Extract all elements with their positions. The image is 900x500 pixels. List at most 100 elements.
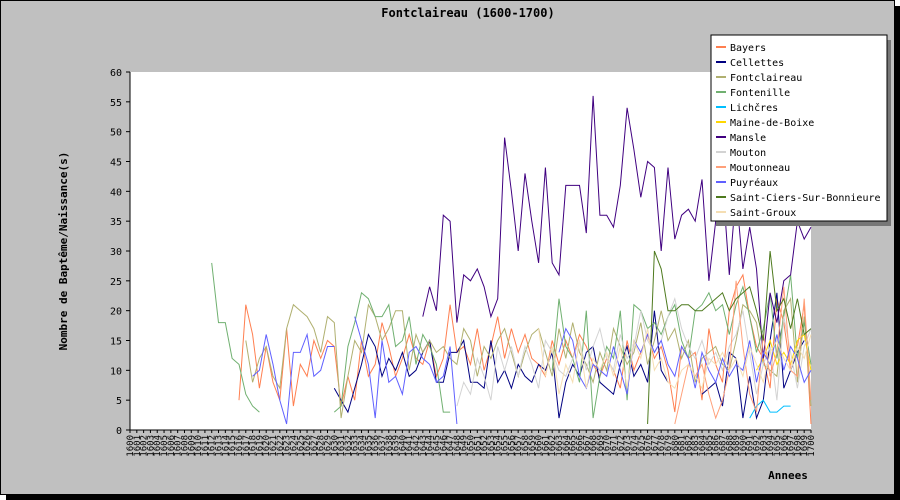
x-tick-label: 1621: [269, 435, 279, 457]
x-tick-label: 1686: [712, 435, 722, 457]
x-tick-label: 1671: [610, 435, 620, 457]
y-tick-label: 45: [110, 158, 122, 169]
x-tick-label: 1613: [215, 435, 225, 457]
x-tick-label: 1692: [753, 435, 763, 457]
x-tick-label: 1687: [718, 435, 728, 457]
x-tick-label: 1691: [746, 435, 756, 457]
x-tick-label: 1625: [296, 435, 306, 457]
x-tick-label: 1695: [773, 435, 783, 457]
x-tick-label: 1618: [249, 435, 259, 457]
x-tick-label: 1633: [351, 435, 361, 457]
x-tick-label: 1697: [787, 435, 797, 457]
x-tick-label: 1669: [596, 435, 606, 457]
x-tick-label: 1690: [739, 435, 749, 457]
legend-box: [710, 34, 888, 222]
x-tick-label: 1653: [487, 435, 497, 457]
legend: Bayers Cellettes Fontclaireau Fontenille Lic…: [710, 34, 891, 226]
x-tick-label: 1657: [514, 435, 524, 457]
series-line-mouton: [456, 296, 812, 407]
x-tick-label: 1606: [167, 435, 177, 457]
x-tick-label: 1664: [562, 435, 572, 457]
x-tick-label: 1659: [528, 435, 538, 457]
y-tick-label: 20: [110, 307, 122, 318]
x-tick-label: 1699: [800, 435, 810, 457]
x-tick-label: 1611: [201, 435, 211, 457]
legend-entry: Lichčres: [730, 102, 778, 114]
x-tick-label: 1665: [569, 435, 579, 457]
x-tick-label: 1639: [392, 435, 402, 457]
y-tick-label: 0: [116, 426, 122, 437]
y-axis-label: Nombre de Baptême/Naissance(s): [57, 152, 70, 351]
x-tick-label: 1620: [262, 435, 272, 457]
series-line-lich-res: [749, 399, 791, 419]
x-tick-label: 1680: [671, 435, 681, 457]
x-tick-label: 1667: [582, 435, 592, 457]
x-tick-label: 1679: [664, 435, 674, 457]
x-tick-label: 1646: [439, 435, 449, 457]
legend-entry: Saint-Groux: [730, 208, 796, 219]
x-tick-label: 1640: [398, 435, 408, 457]
x-tick-label: 1627: [310, 435, 320, 457]
x-tick-label: 1649: [460, 435, 470, 457]
x-tick-label: 1641: [405, 435, 415, 457]
x-tick-label: 1648: [453, 435, 463, 457]
x-tick-label: 1635: [364, 435, 374, 457]
chart-title: Fontclaireau (1600-1700): [381, 6, 554, 20]
x-tick-label: 1644: [426, 435, 436, 457]
x-tick-label: 1668: [589, 435, 599, 457]
x-tick-label: 1673: [623, 435, 633, 457]
series-line-saint-ciers-sur-bonnieure: [647, 250, 812, 425]
x-tick-label: 1693: [759, 435, 769, 457]
series-line-saint-groux: [538, 328, 812, 395]
y-tick-label: 55: [110, 98, 122, 109]
plot-area: [130, 72, 811, 430]
x-tick-label: 1600: [126, 435, 136, 457]
x-tick-label: 1631: [337, 435, 347, 457]
legend-entry: Maine-de-Boixe: [730, 118, 814, 129]
x-tick-label: 1678: [657, 435, 667, 457]
x-tick-label: 1647: [446, 435, 456, 457]
x-tick-label: 1632: [344, 435, 354, 457]
x-tick-label: 1615: [228, 435, 238, 457]
x-tick-label: 1698: [793, 435, 803, 457]
x-tick-label: 1682: [684, 435, 694, 457]
x-tick-label: 1696: [780, 435, 790, 457]
x-tick-label: 1622: [276, 435, 286, 457]
series-line-fontclaireau: [245, 297, 812, 419]
x-tick-label: 1636: [371, 435, 381, 457]
x-tick-label: 1630: [330, 435, 340, 457]
legend-entry: Fontclaireau: [730, 73, 802, 84]
x-tick-label: 1656: [507, 435, 517, 457]
x-tick-label: 1634: [358, 435, 368, 457]
x-tick-label: 1688: [725, 435, 735, 457]
x-tick-label: 1662: [548, 435, 558, 457]
series-line-fontenille: [333, 291, 451, 413]
series-line-cellettes: [333, 310, 669, 419]
series-line-fontenille: [211, 262, 260, 413]
x-tick-label: 1624: [289, 435, 299, 457]
y-tick-label: 60: [110, 68, 122, 79]
frame-shadow-right: [895, 6, 900, 500]
x-tick-label: 1629: [323, 435, 333, 457]
x-tick-label: 1654: [494, 435, 504, 457]
x-tick-label: 1617: [242, 435, 252, 457]
x-tick-label: 1645: [432, 435, 442, 457]
y-tick-label: 30: [110, 247, 122, 258]
x-tick-label: 1684: [698, 435, 708, 457]
x-tick-label: 1651: [473, 435, 483, 457]
series-line-cellettes: [701, 292, 805, 421]
frame-shadow-bottom: [6, 495, 900, 500]
legend-entry: Puyréaux: [730, 177, 778, 189]
x-tick-label: 1694: [766, 435, 776, 457]
series-line-fontenille: [551, 274, 812, 419]
x-tick-label: 1652: [480, 435, 490, 457]
x-tick-label: 1675: [637, 435, 647, 457]
x-tick-label: 1655: [501, 435, 511, 457]
x-tick-label: 1605: [160, 435, 170, 457]
x-tick-label: 1607: [174, 435, 184, 457]
x-tick-label: 1619: [255, 435, 265, 457]
x-tick-label: 1637: [378, 435, 388, 457]
legend-entry: Fontenille: [730, 88, 790, 99]
y-tick-label: 50: [110, 128, 122, 139]
